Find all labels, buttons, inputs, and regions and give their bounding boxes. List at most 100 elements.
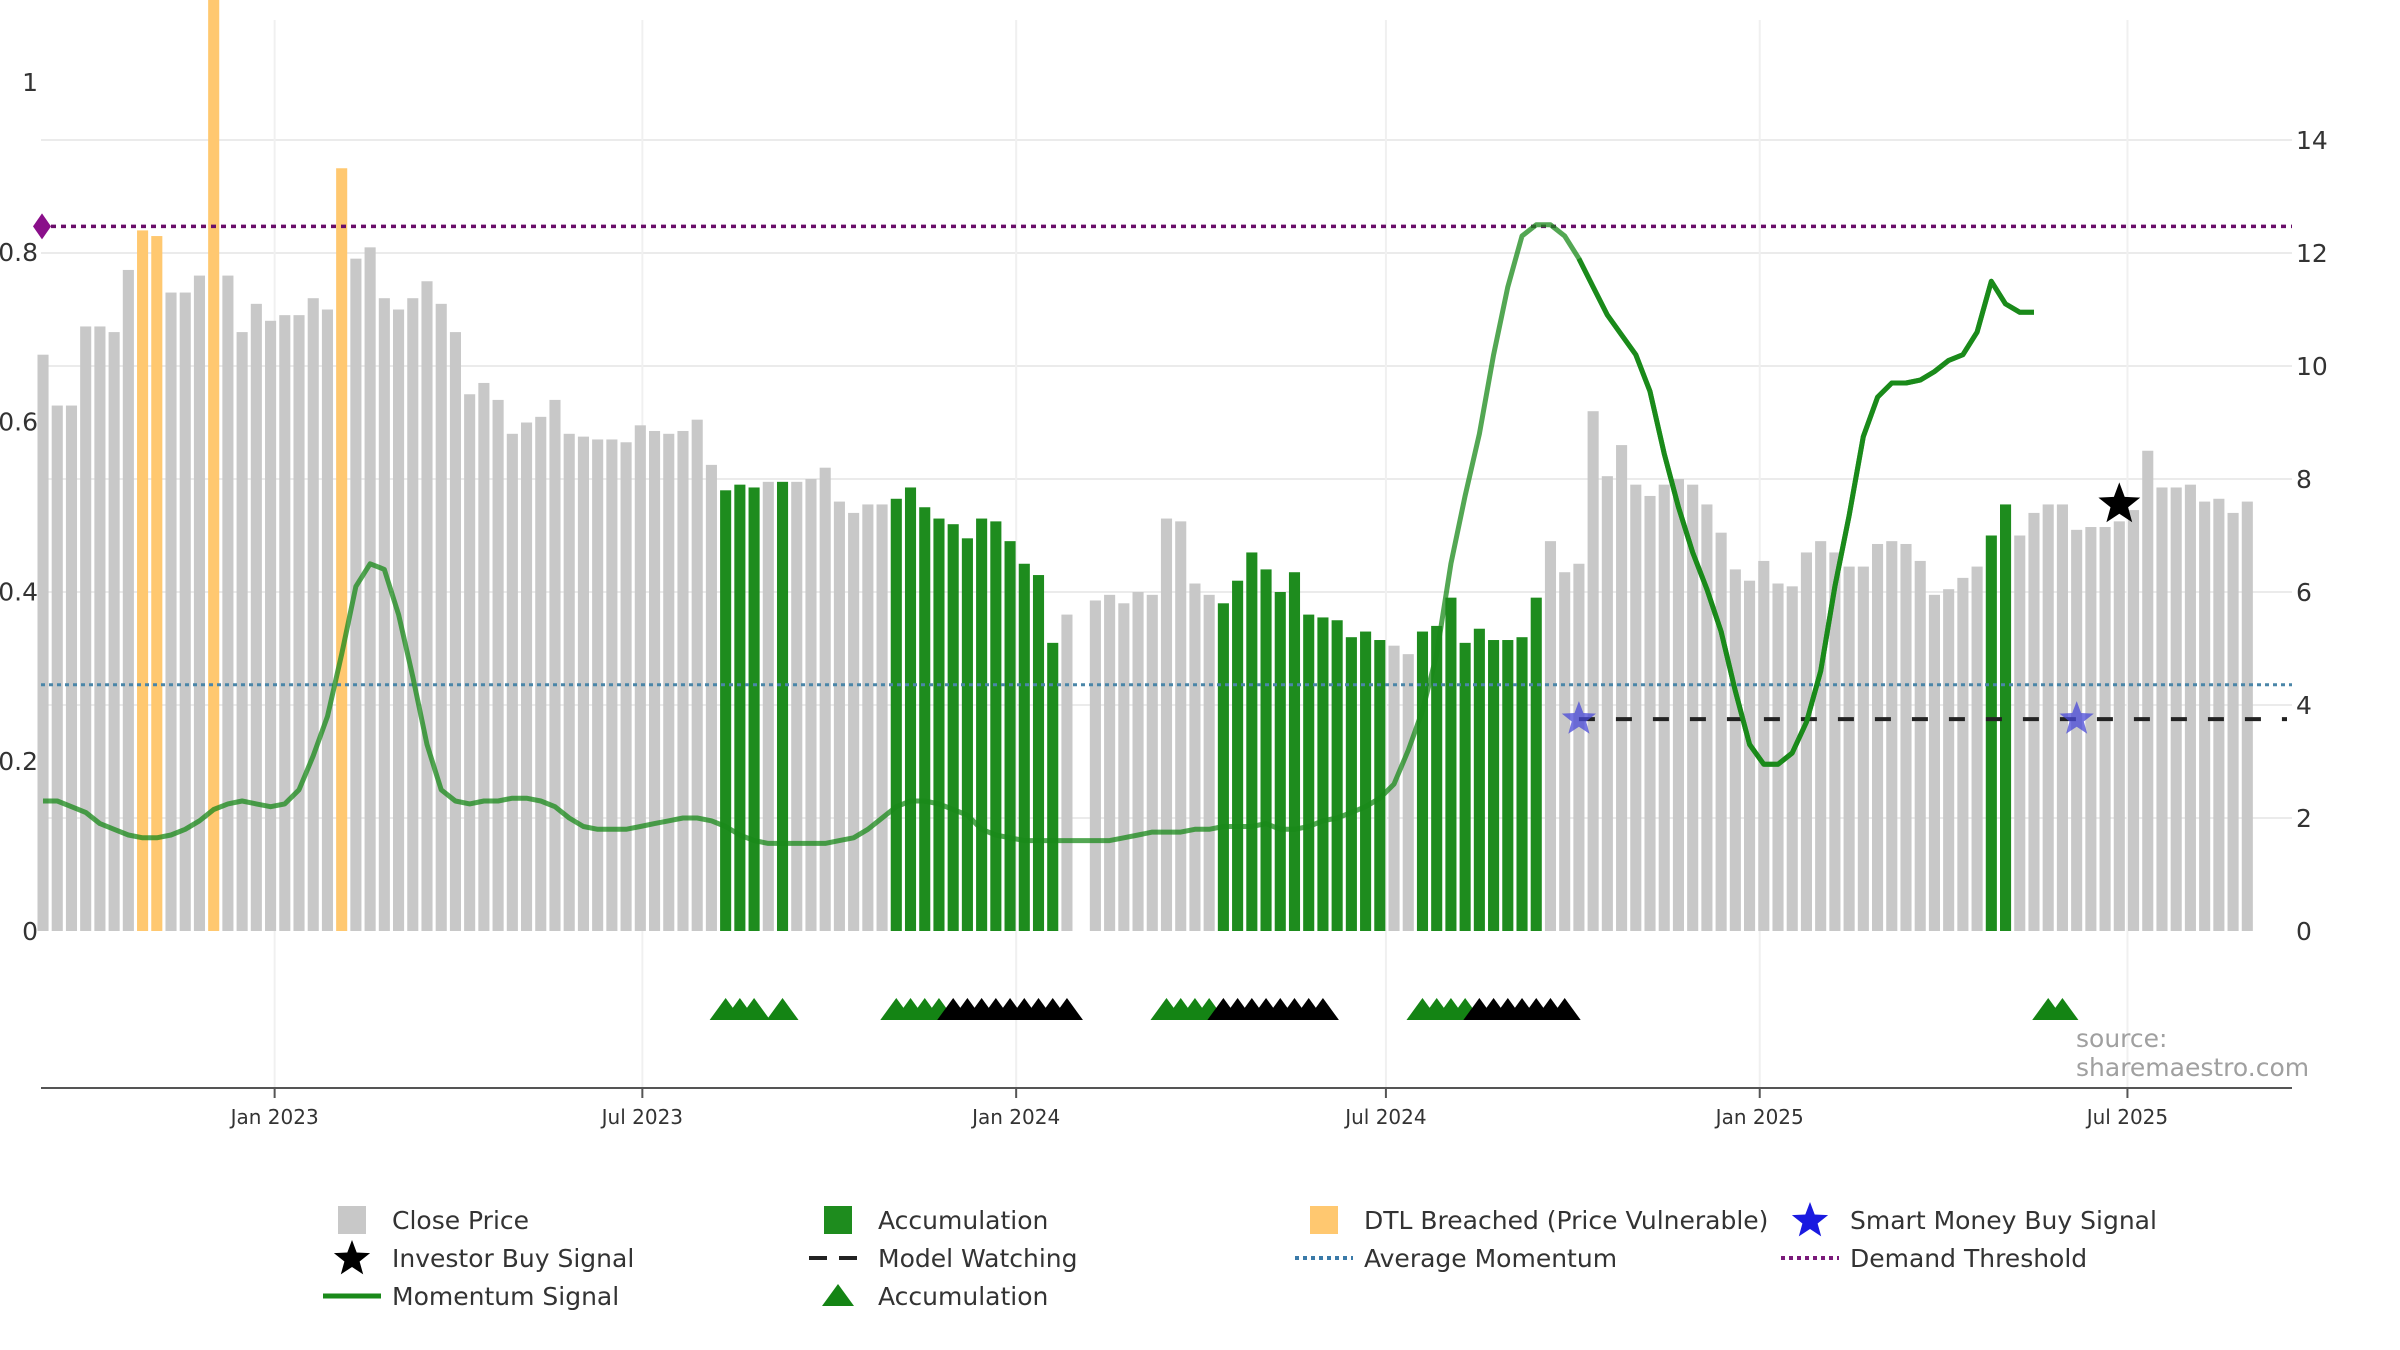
left-axis-tick-label: 0	[22, 917, 38, 946]
close-price-bar	[1886, 541, 1898, 931]
close-price-bar	[1388, 645, 1400, 931]
accumulation-bar	[1502, 640, 1514, 931]
accumulation-bar	[1416, 631, 1429, 931]
accumulation-triangle	[766, 998, 799, 1020]
close-price-bar	[1559, 572, 1571, 931]
close-price-bar	[2213, 498, 2225, 931]
right-axis-tick-label: 12	[2296, 239, 2328, 268]
close-price-bar	[1189, 583, 1201, 931]
close-price-bar	[65, 405, 78, 931]
close-price-bar	[848, 512, 860, 931]
left-axis-tick-label: 1	[22, 68, 38, 97]
demand-threshold-marker	[33, 213, 51, 240]
accumulation-bar	[1999, 504, 2012, 931]
accumulation-bar	[748, 487, 760, 931]
accumulation-bar	[976, 518, 988, 931]
close-price-bar	[791, 481, 803, 931]
smart-money-buy-signal	[1561, 701, 1596, 734]
close-price-bar	[51, 405, 63, 931]
source-watermark: source: sharemaestro.com	[2076, 1024, 2310, 1082]
left-axis-tick-label: 0.2	[0, 747, 38, 776]
close-price-bar	[1786, 586, 1798, 931]
signal-markers	[1561, 482, 2141, 734]
accumulation-bar	[933, 518, 945, 931]
close-price-bar	[592, 439, 604, 931]
close-price-bar	[464, 394, 476, 931]
close-price-bar	[407, 298, 419, 931]
close-price-bar	[2184, 484, 2196, 931]
close-price-bar	[250, 303, 262, 932]
close-price-bar	[193, 275, 206, 932]
close-price-bar	[1900, 543, 1912, 931]
close-price-bar	[1928, 594, 1940, 931]
close-price-bar	[435, 303, 447, 932]
accumulation-bar	[919, 507, 931, 931]
accumulation-bar	[1288, 572, 1301, 931]
model-watching-triangle	[1306, 998, 1339, 1020]
close-price-bar	[648, 430, 661, 931]
accumulation-bar	[1488, 640, 1500, 931]
close-price-bar	[80, 326, 92, 931]
close-price-bar	[2099, 527, 2111, 931]
close-price-bar	[1175, 521, 1187, 931]
close-price-bar	[677, 430, 689, 931]
x-axis-tick-label: Jul 2024	[1343, 1105, 1426, 1129]
accumulation-bar	[1232, 580, 1244, 931]
close-price-bar	[1146, 594, 1158, 931]
close-price-bar	[1800, 552, 1812, 931]
close-price-bar	[1914, 560, 1926, 931]
dtl-breached-bar	[336, 168, 348, 931]
close-price-bar	[364, 247, 376, 932]
close-price-bar	[1872, 543, 1884, 931]
accumulation-bar	[1004, 541, 1016, 931]
close-price-bar	[478, 382, 490, 931]
close-price-bar	[862, 504, 874, 931]
close-price-bar	[279, 315, 291, 931]
close-price-bar	[2127, 510, 2140, 931]
close-price-bar	[1772, 583, 1784, 931]
accumulation-bar	[1473, 628, 1485, 931]
close-price-bar	[2199, 501, 2211, 931]
close-price-bar	[94, 326, 106, 931]
close-price-bar	[2156, 487, 2168, 931]
x-axis-tick-label: Jul 2023	[600, 1105, 683, 1129]
close-price-bar	[1644, 495, 1656, 931]
accumulation-bar	[1360, 631, 1372, 931]
close-price-bar	[1744, 580, 1756, 931]
close-price-bar	[1203, 594, 1215, 931]
accumulation-bar	[1047, 642, 1059, 931]
accumulation-bar	[947, 524, 959, 931]
left-axis-tick-label: 0.4	[0, 577, 38, 606]
close-price-bar	[108, 332, 120, 932]
close-price-bar	[1829, 552, 1841, 931]
close-price-bar	[691, 419, 703, 931]
x-axis-tick-label: Jan 2025	[1714, 1105, 1804, 1129]
close-price-bar	[179, 292, 191, 931]
close-price-bar	[819, 467, 831, 931]
accumulation-bar	[776, 481, 789, 931]
close-price-bar	[1104, 594, 1116, 931]
close-price-bar	[1701, 504, 1713, 931]
left-axis-tick-label: 0.6	[0, 408, 38, 437]
close-price-bar	[1089, 600, 1101, 931]
close-price-bar	[833, 501, 845, 931]
close-price-bar	[663, 433, 675, 931]
close-price-bar	[1715, 532, 1727, 931]
right-axis-tick-label: 0	[2296, 917, 2312, 946]
x-axis-tick-label: Jan 2024	[970, 1105, 1060, 1129]
close-price-bar	[1601, 476, 1613, 931]
accumulation-bar	[1217, 603, 1229, 931]
close-price-bar	[2142, 450, 2154, 931]
close-price-bar	[2014, 535, 2026, 931]
accumulation-bar	[1516, 637, 1528, 931]
close-price-bar	[620, 442, 632, 931]
close-price-bar	[1729, 569, 1741, 931]
right-axis-tick-label: 2	[2296, 804, 2312, 833]
x-axis-tick-label: Jan 2023	[229, 1105, 319, 1129]
accumulation-bar	[1032, 575, 1045, 931]
accumulation-bar	[1260, 569, 1272, 931]
right-axis-tick-label: 10	[2296, 352, 2328, 381]
close-price-bar	[1857, 566, 1869, 931]
accumulation-bar	[1530, 597, 1542, 931]
